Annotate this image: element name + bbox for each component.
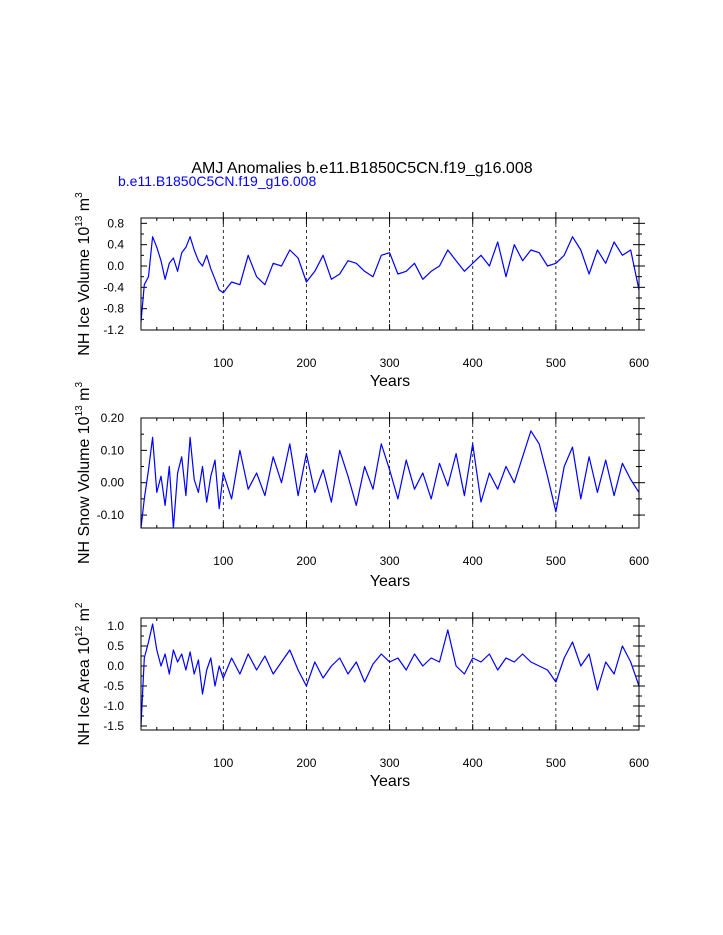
y-tick-label: 0.00 xyxy=(101,476,125,490)
x-tick-label: 600 xyxy=(629,756,649,770)
x-tick-label: 600 xyxy=(629,356,649,370)
y-axis-label: NH Ice Area 1012 m2 xyxy=(74,602,93,745)
x-tick-label: 500 xyxy=(546,356,566,370)
x-tick-label: 100 xyxy=(213,554,233,568)
x-axis-label: Years xyxy=(370,573,410,590)
x-tick-label: 300 xyxy=(380,756,400,770)
y-tick-label: -1.0 xyxy=(103,699,124,713)
x-ticks: 100 200 300 400 500 600 xyxy=(156,612,649,770)
y-tick-label: -0.4 xyxy=(103,280,124,294)
y-tick-label: -1.2 xyxy=(103,323,124,337)
y-tick-label: 0.10 xyxy=(101,443,125,457)
panel-1: 100 200 300 400 500 600 -1.2 -0.8 -0.4 0.0 0.4 0.8 Y… xyxy=(74,192,649,390)
x-tick-label: 400 xyxy=(463,756,483,770)
y-ticks: -1.2 -0.8 -0.4 0.0 0.4 0.8 xyxy=(103,216,645,337)
y-tick-label: 0.5 xyxy=(107,639,124,653)
x-tick-label: 100 xyxy=(213,756,233,770)
y-tick-label: 0.20 xyxy=(101,411,125,425)
x-tick-label: 400 xyxy=(463,356,483,370)
series-line xyxy=(140,236,640,323)
x-tick-label: 300 xyxy=(380,554,400,568)
x-tick-label: 100 xyxy=(213,356,233,370)
y-tick-label: 0.8 xyxy=(107,216,124,230)
y-tick-label: -0.8 xyxy=(103,302,124,316)
plot-frame xyxy=(140,217,640,331)
y-tick-label: -1.5 xyxy=(103,719,124,733)
chart-title: AMJ Anomalies b.e11.B1850C5CN.f19_g16.00… xyxy=(191,160,532,177)
y-axis-label: NH Snow Volume 1013 m3 xyxy=(74,382,93,565)
x-tick-label: 200 xyxy=(296,356,316,370)
x-tick-label: 200 xyxy=(296,756,316,770)
series-line xyxy=(140,430,640,529)
y-tick-label: 0.0 xyxy=(107,259,124,273)
panel-2: 100 200 300 400 500 600 -0.10 0.00 0.10 0.20 Years… xyxy=(74,382,649,590)
y-tick-label: 0.4 xyxy=(107,238,124,252)
chart-subtitle: b.e11.B1850C5CN.f19_g16.008 xyxy=(118,173,316,189)
y-tick-label: -0.10 xyxy=(97,508,125,522)
x-tick-label: 500 xyxy=(546,554,566,568)
y-ticks: -0.10 0.00 0.10 0.20 xyxy=(97,411,645,522)
x-axis-label: Years xyxy=(370,773,410,790)
x-tick-label: 600 xyxy=(629,554,649,568)
plot-frame xyxy=(140,617,640,731)
plot-frame xyxy=(140,417,640,529)
x-tick-label: 300 xyxy=(380,356,400,370)
series-line xyxy=(140,623,640,727)
x-axis-label: Years xyxy=(370,373,410,390)
x-tick-label: 500 xyxy=(546,756,566,770)
x-ticks: 100 200 300 400 500 600 xyxy=(156,212,649,370)
x-ticks: 100 200 300 400 500 600 xyxy=(156,412,649,568)
panel-3: 100 200 300 400 500 600 -1.5 -1.0 -0.5 0.0 0.5 1.0 Y… xyxy=(74,602,649,790)
x-tick-label: 200 xyxy=(296,554,316,568)
y-tick-label: 0.0 xyxy=(107,659,124,673)
y-axis-label: NH Ice Volume 1013 m3 xyxy=(74,192,93,356)
panels: 100 200 300 400 500 600 -1.2 -0.8 -0.4 0.0 0.4 0.8 Y… xyxy=(74,192,649,790)
x-tick-label: 400 xyxy=(463,554,483,568)
y-ticks: -1.5 -1.0 -0.5 0.0 0.5 1.0 xyxy=(103,619,645,733)
y-tick-label: 1.0 xyxy=(107,619,124,633)
y-tick-label: -0.5 xyxy=(103,679,124,693)
